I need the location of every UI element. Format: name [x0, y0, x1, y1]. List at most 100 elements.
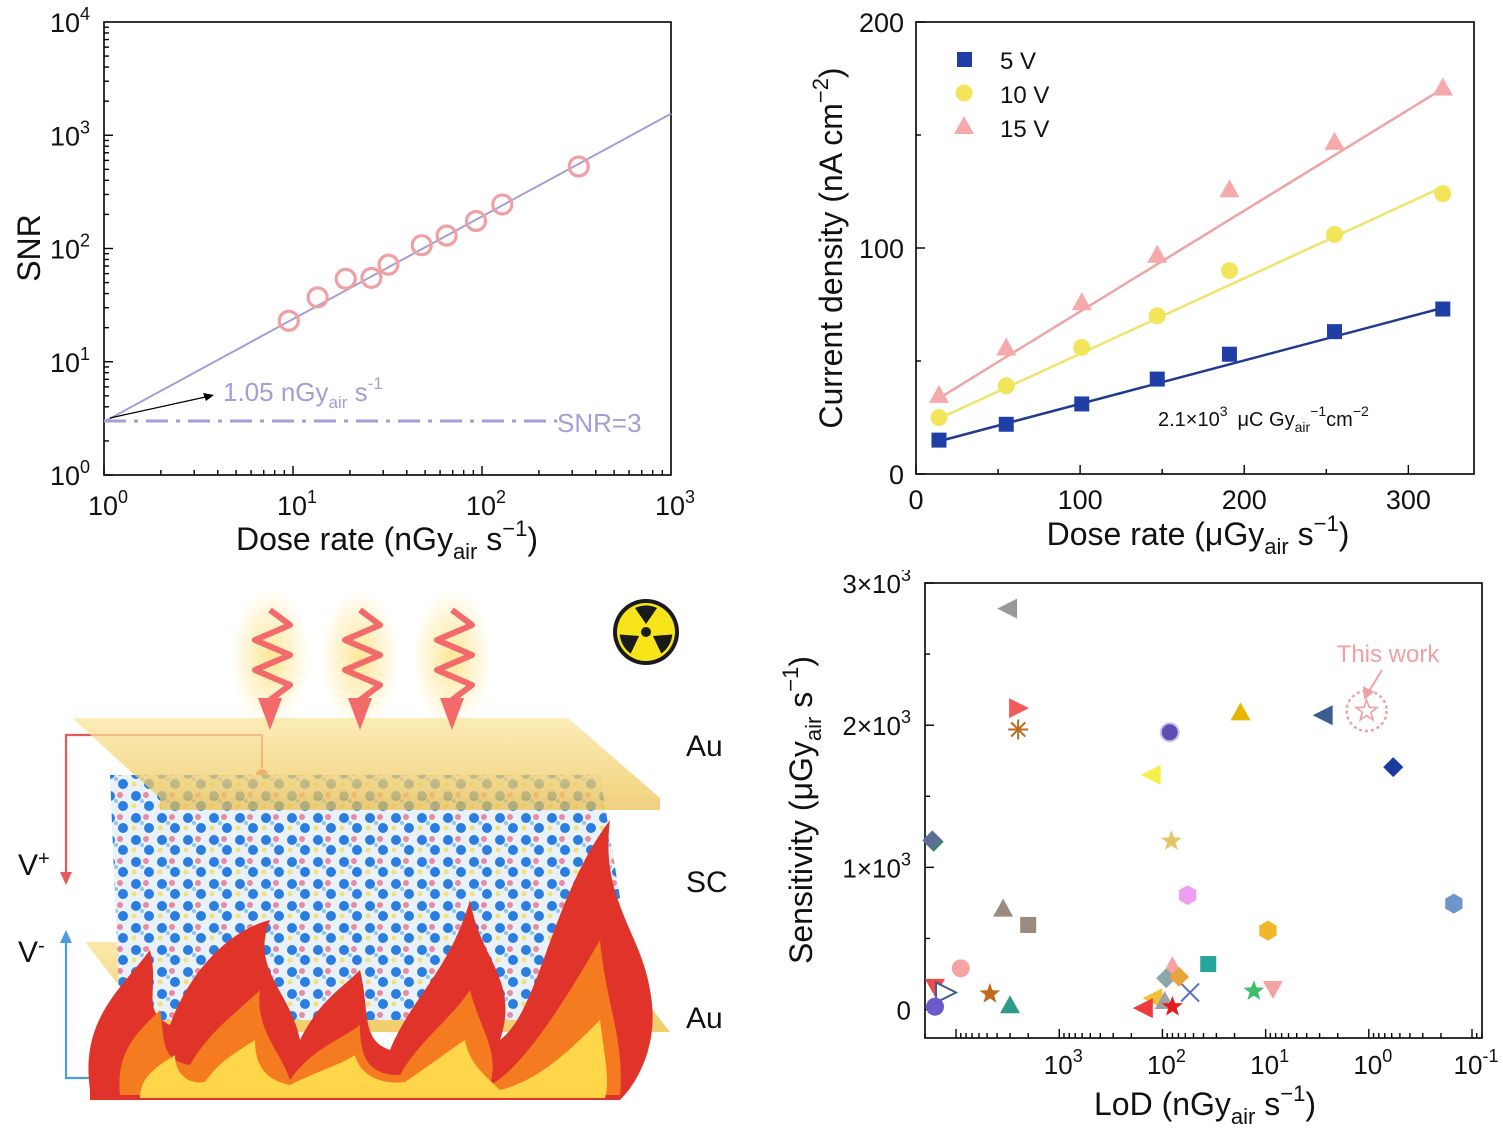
legend-marker-5v — [957, 52, 972, 67]
cd-point-15v — [1219, 179, 1240, 198]
label-top-au: Au — [686, 730, 723, 763]
cd-x-tick-label: 100 — [1058, 485, 1103, 515]
cd-point-15v — [1324, 131, 1345, 150]
sens-data-point — [1445, 893, 1463, 914]
snr-data-point — [377, 253, 400, 276]
cd-y-axis-label: Current density (nA cm−2) — [808, 67, 849, 428]
snr-data-point — [277, 309, 300, 332]
cd-x-tick-label: 300 — [1386, 485, 1431, 515]
snr-x-tick-label: 102 — [466, 487, 506, 521]
snr-y-tick-label: 100 — [50, 457, 90, 491]
sens-data-point — [925, 997, 944, 1016]
sensitivity-lod-chart: 103 102 101 100 10-1 0 1×103 2×103 3×103 This wo… — [778, 570, 1498, 1128]
sens-data-point — [924, 978, 945, 997]
sens-y-tick-label: 2×103 — [842, 707, 911, 741]
sens-data-point — [1000, 995, 1021, 1014]
sens-x-tick-label: 102 — [1147, 1046, 1186, 1080]
xray-wave-icon — [230, 588, 492, 730]
legend-label-5v: 5 V — [1000, 48, 1036, 75]
snr-data-point — [491, 193, 514, 216]
snr-x-axis-label: Dose rate (nGyair s−1) — [236, 516, 538, 564]
sens-y-axis-label: Sensitivity (μGyair s−1) — [778, 656, 826, 964]
this-work-arrow-head — [1363, 686, 1374, 700]
snr-y-axis-label: SNR — [11, 214, 47, 282]
cd-legend: 5 V 10 V 15 V — [954, 48, 1049, 143]
sens-data-point — [1008, 719, 1029, 740]
sens-data-point — [1259, 920, 1277, 941]
cd-point-15v — [928, 384, 949, 403]
legend-marker-15v — [954, 116, 974, 134]
this-work-star — [1353, 697, 1380, 722]
snr-x-tick-label: 103 — [655, 487, 695, 521]
sens-x-axis-label: LoD (nGyair s−1) — [1094, 1081, 1316, 1128]
sens-data-point — [1179, 885, 1197, 906]
sens-data-point — [1009, 698, 1030, 719]
snr-x-tick-label: 101 — [277, 487, 317, 521]
this-work-arrow — [1367, 669, 1383, 694]
sens-x-tick-label: 100 — [1353, 1046, 1392, 1080]
cd-fit-line — [938, 306, 1444, 443]
sens-data-point — [1230, 702, 1251, 721]
cd-point-15v — [1071, 292, 1092, 311]
wire-negative-arrow — [60, 930, 72, 943]
legend-marker-10v — [955, 84, 973, 102]
snr-y-tick-label: 104 — [50, 4, 90, 38]
sens-data-point — [1200, 956, 1217, 973]
sens-data-point — [1160, 830, 1182, 850]
sens-x-tick-label: 10-1 — [1454, 1046, 1499, 1080]
snr-data-point — [567, 155, 590, 178]
legend-label-15v: 15 V — [1000, 116, 1049, 143]
cd-ticks: 0 100 200 300 0 100 200 — [859, 8, 1431, 515]
cd-fit-lines — [938, 87, 1444, 443]
snr-fit-line — [103, 112, 672, 423]
lod-arrow-head — [203, 393, 214, 401]
cd-point-15v — [996, 337, 1017, 356]
snr-y-tick-label: 102 — [50, 231, 90, 265]
this-work-ring — [1345, 689, 1388, 733]
sens-data-point — [997, 598, 1018, 619]
sens-data-point — [935, 980, 959, 1005]
cd-fit-line — [938, 87, 1444, 400]
sens-ticks: 103 102 101 100 10-1 0 1×103 2×103 3×103 — [842, 570, 1498, 1080]
cd-point-10v — [997, 377, 1015, 395]
cd-y-tick-label: 0 — [889, 460, 904, 490]
sens-data-point — [1156, 968, 1177, 989]
sens-y-tick-label: 0 — [897, 996, 911, 1026]
snr-points — [277, 155, 590, 332]
snr-threshold-label: SNR=3 — [557, 408, 642, 438]
sens-data-point — [1020, 916, 1037, 933]
cd-point-15v — [1432, 77, 1453, 96]
sens-data-point — [1162, 995, 1183, 1016]
top-electrode — [72, 718, 660, 798]
sens-points — [922, 598, 1463, 1019]
snr-data-point — [360, 266, 383, 290]
sens-data-point — [1169, 966, 1190, 987]
sens-data-point — [1132, 998, 1153, 1019]
sens-data-point — [1243, 980, 1265, 1000]
cd-points — [928, 77, 1453, 448]
cd-sensitivity-annotation: 2.1×103 μC Gyair−1cm−2 — [1158, 403, 1369, 435]
device-illustration: Au SC Au V+ V- — [18, 588, 728, 1100]
sens-data-point — [993, 898, 1014, 917]
snr-data-point — [306, 286, 329, 309]
cd-point-5v — [1221, 346, 1237, 362]
cd-fit-line — [938, 185, 1444, 420]
cd-point-5v — [931, 432, 947, 448]
sens-data-point — [1383, 757, 1404, 778]
snr-y-tick-label: 103 — [50, 117, 90, 151]
cd-point-10v — [1148, 307, 1166, 325]
label-v-minus: V- — [18, 935, 45, 969]
lod-annotation: 1.05 nGyair s-1 — [223, 374, 383, 412]
cd-point-5v — [1149, 371, 1165, 387]
cd-y-tick-label: 100 — [859, 234, 904, 264]
sens-data-point — [1262, 980, 1283, 999]
sens-data-point — [979, 982, 1001, 1003]
snr-ticks: 100 101 102 103 100 101 102 103 104 — [50, 4, 695, 521]
label-v-plus: V+ — [18, 848, 50, 882]
cd-y-tick-label: 200 — [859, 8, 904, 38]
cd-point-10v — [1326, 225, 1343, 243]
sens-data-point — [1180, 982, 1200, 1003]
snr-data-point — [334, 267, 357, 290]
radiation-icon — [613, 599, 679, 665]
sens-x-tick-label: 103 — [1044, 1046, 1083, 1080]
